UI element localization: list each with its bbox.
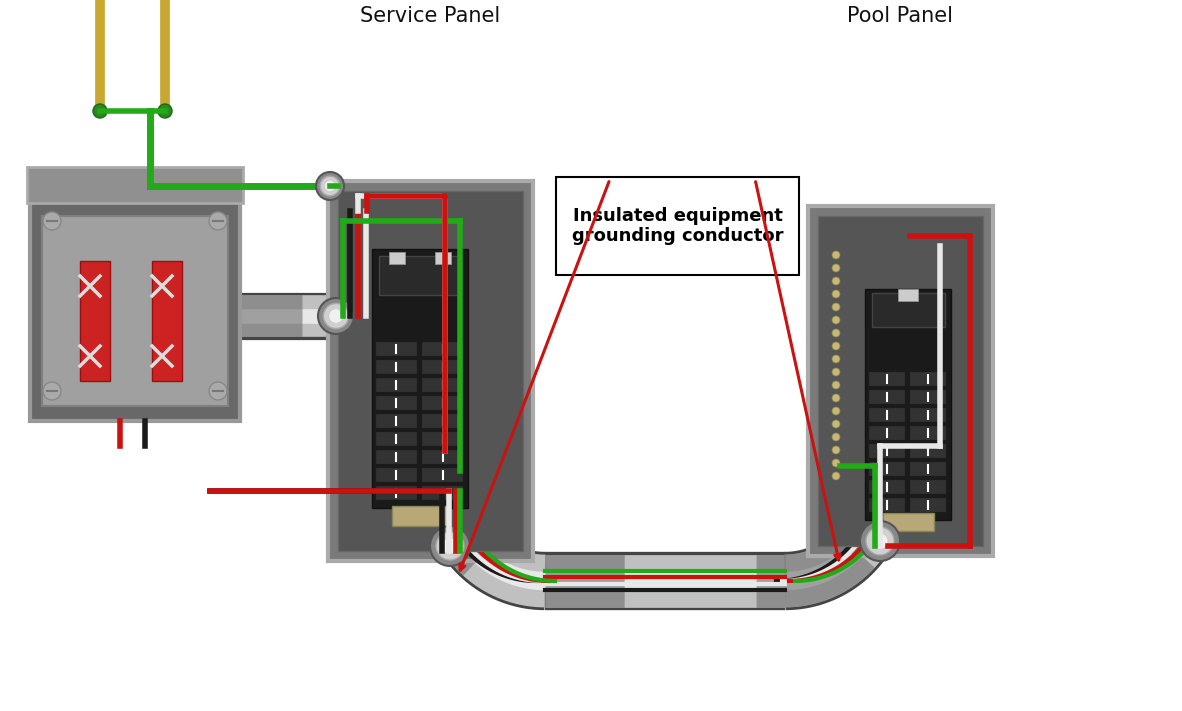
FancyBboxPatch shape xyxy=(869,372,905,385)
FancyBboxPatch shape xyxy=(422,378,463,392)
FancyBboxPatch shape xyxy=(376,468,417,482)
FancyBboxPatch shape xyxy=(376,342,417,356)
FancyBboxPatch shape xyxy=(338,191,522,551)
Circle shape xyxy=(832,251,840,259)
FancyBboxPatch shape xyxy=(865,289,952,520)
FancyBboxPatch shape xyxy=(883,513,934,531)
FancyBboxPatch shape xyxy=(435,252,452,264)
FancyBboxPatch shape xyxy=(910,372,947,385)
FancyBboxPatch shape xyxy=(869,480,905,493)
FancyBboxPatch shape xyxy=(422,414,463,428)
FancyBboxPatch shape xyxy=(910,426,947,439)
FancyBboxPatch shape xyxy=(422,450,463,464)
FancyBboxPatch shape xyxy=(910,407,947,422)
Circle shape xyxy=(832,355,840,363)
Circle shape xyxy=(329,309,343,324)
FancyBboxPatch shape xyxy=(869,444,905,458)
Text: Insulated equipment
grounding conductor: Insulated equipment grounding conductor xyxy=(572,207,784,245)
Circle shape xyxy=(832,368,840,376)
Circle shape xyxy=(832,459,840,467)
Circle shape xyxy=(866,527,894,555)
Text: Pool Panel: Pool Panel xyxy=(847,6,953,26)
FancyBboxPatch shape xyxy=(30,171,240,421)
FancyBboxPatch shape xyxy=(27,167,243,203)
FancyBboxPatch shape xyxy=(391,506,449,526)
FancyBboxPatch shape xyxy=(869,498,905,512)
Circle shape xyxy=(832,433,840,441)
FancyBboxPatch shape xyxy=(422,468,463,482)
FancyBboxPatch shape xyxy=(376,486,417,500)
Circle shape xyxy=(316,172,344,200)
Circle shape xyxy=(832,420,840,428)
FancyBboxPatch shape xyxy=(556,177,799,275)
FancyBboxPatch shape xyxy=(376,432,417,446)
Circle shape xyxy=(860,521,900,561)
Circle shape xyxy=(209,382,227,400)
FancyBboxPatch shape xyxy=(376,414,417,428)
Circle shape xyxy=(832,329,840,337)
FancyBboxPatch shape xyxy=(376,396,417,410)
Circle shape xyxy=(158,104,173,118)
Circle shape xyxy=(832,264,840,272)
Circle shape xyxy=(832,407,840,415)
Circle shape xyxy=(832,394,840,402)
Circle shape xyxy=(43,382,61,400)
FancyBboxPatch shape xyxy=(422,342,463,356)
FancyBboxPatch shape xyxy=(869,407,905,422)
Text: Service Panel: Service Panel xyxy=(359,6,500,26)
Circle shape xyxy=(832,472,840,480)
FancyBboxPatch shape xyxy=(872,293,944,327)
Circle shape xyxy=(832,277,840,285)
FancyBboxPatch shape xyxy=(327,181,533,561)
Circle shape xyxy=(430,526,470,566)
Circle shape xyxy=(320,176,339,196)
Circle shape xyxy=(209,212,227,230)
FancyBboxPatch shape xyxy=(910,444,947,458)
Circle shape xyxy=(832,303,840,311)
FancyBboxPatch shape xyxy=(376,360,417,374)
Circle shape xyxy=(832,316,840,324)
Circle shape xyxy=(93,104,108,118)
FancyBboxPatch shape xyxy=(390,252,405,264)
Circle shape xyxy=(324,304,349,328)
FancyBboxPatch shape xyxy=(43,216,228,406)
Circle shape xyxy=(832,446,840,454)
FancyBboxPatch shape xyxy=(80,261,110,381)
FancyBboxPatch shape xyxy=(422,396,463,410)
FancyBboxPatch shape xyxy=(422,432,463,446)
FancyBboxPatch shape xyxy=(379,257,461,295)
FancyBboxPatch shape xyxy=(422,486,463,500)
Circle shape xyxy=(832,342,840,350)
Circle shape xyxy=(318,298,353,334)
Circle shape xyxy=(324,181,336,191)
FancyBboxPatch shape xyxy=(869,426,905,439)
FancyBboxPatch shape xyxy=(422,360,463,374)
Circle shape xyxy=(442,538,457,554)
Circle shape xyxy=(436,532,465,560)
FancyBboxPatch shape xyxy=(869,461,905,476)
FancyBboxPatch shape xyxy=(372,249,468,508)
FancyBboxPatch shape xyxy=(869,390,905,404)
Circle shape xyxy=(43,212,61,230)
FancyBboxPatch shape xyxy=(152,261,182,381)
FancyBboxPatch shape xyxy=(376,378,417,392)
FancyBboxPatch shape xyxy=(898,289,918,301)
Circle shape xyxy=(872,533,888,549)
FancyBboxPatch shape xyxy=(808,206,993,556)
FancyBboxPatch shape xyxy=(910,390,947,404)
FancyBboxPatch shape xyxy=(376,450,417,464)
FancyBboxPatch shape xyxy=(910,498,947,512)
FancyBboxPatch shape xyxy=(910,480,947,493)
Circle shape xyxy=(832,290,840,298)
FancyBboxPatch shape xyxy=(910,461,947,476)
Circle shape xyxy=(832,381,840,389)
FancyBboxPatch shape xyxy=(818,216,983,546)
